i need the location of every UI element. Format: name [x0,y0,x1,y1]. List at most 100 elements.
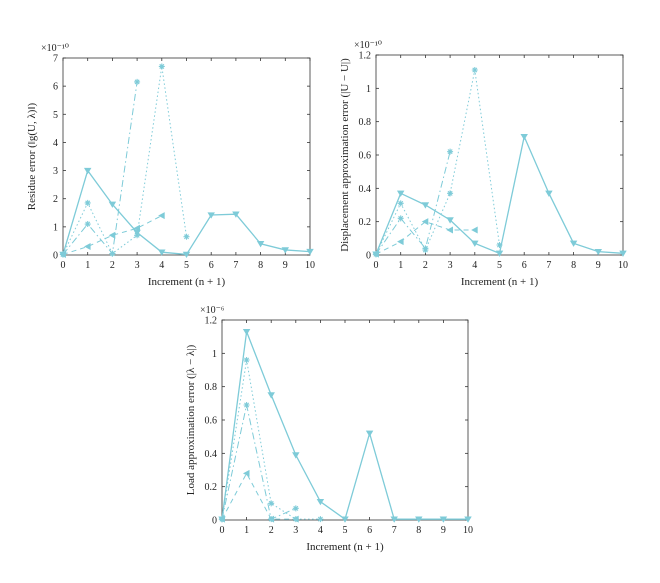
series-1-point [545,190,553,197]
x-tick-label: 3 [135,260,140,271]
x-tick-label: 4 [472,260,477,271]
series-4-point [59,250,66,258]
series-3-point [134,78,141,85]
x-tick-label: 6 [367,525,372,536]
x-tick-label: 7 [233,260,238,271]
x-axis-label: Increment (n + 1) [306,541,384,553]
series-2-point [447,190,454,197]
y-tick-label: 1.2 [359,51,372,62]
series-1-point [292,452,300,459]
series-2-line [375,69,500,255]
series-2-point [317,516,324,523]
series-4-line [221,472,296,520]
x-tick-label: 9 [596,260,601,271]
series-1-point [446,217,454,224]
series-3-line [375,151,451,255]
series-4-point [218,515,225,523]
y-tick-label: 0 [212,516,217,527]
y-tick-label: 0.6 [359,151,372,162]
x-tick-label: 8 [416,525,421,536]
series-4-point [84,243,91,251]
x-tick-label: 2 [423,260,428,271]
series-1-point [306,248,314,256]
x-tick-label: 1 [244,525,249,536]
y-exponent-label: ×10⁻¹⁰ [41,43,69,54]
series-3-dashdot [60,78,141,258]
series-1-point [182,251,191,259]
series-4-point [372,250,379,258]
x-tick-label: 9 [441,525,446,536]
x-tick-label: 1 [85,260,90,271]
y-axis-label: Residue error (‖g(U, λ)‖) [26,102,38,210]
y-tick-label: 0.4 [359,184,372,195]
x-tick-label: 10 [618,260,628,271]
series-3-point [422,245,429,252]
y-tick-label: 0 [53,251,58,262]
y-axis-label: Displacement approximation error (|U − U… [339,58,351,252]
series-1-point [421,202,430,209]
series-1-point [316,498,325,506]
series-1-point [520,133,528,141]
series-4-point [471,226,478,234]
series-1-point [232,211,240,218]
series-2-dotted [60,63,190,258]
series-2-dotted [219,357,324,523]
y-tick-label: 0 [366,251,371,262]
series-3-line [62,81,138,255]
x-tick-label: 3 [293,525,298,536]
y-exponent-label: ×10⁻¹⁰ [354,40,382,51]
y-tick-label: 5 [53,110,58,121]
series-4-point [158,212,165,220]
series-4-point [267,515,275,523]
series-1-point [390,516,398,523]
series-2-point [84,199,91,206]
series-4-point [108,231,116,239]
y-tick-label: 0.8 [205,382,218,393]
x-axis-label: Increment (n + 1) [148,276,226,288]
series-1-point [281,247,290,254]
x-tick-label: 4 [318,525,323,536]
y-tick-label: 0.4 [205,449,218,460]
y-tick-label: 1 [366,84,371,95]
plot-frame [62,57,311,256]
series-2-point [158,63,165,70]
y-tick-label: 1 [53,222,58,233]
y-tick-label: 7 [53,54,58,65]
plot-frame [221,319,469,521]
series-4-dashed [59,212,165,258]
series-1-point [158,249,166,256]
y-tick-label: 1 [212,349,217,360]
y-exponent-label: ×10⁻⁶ [200,305,225,316]
x-tick-label: 3 [448,260,453,271]
series-1-point [242,328,251,336]
x-tick-label: 9 [283,260,288,271]
x-tick-label: 6 [522,260,527,271]
x-tick-label: 2 [269,525,274,536]
series-2-point [268,500,275,507]
series-3-point [243,402,250,408]
plot-frame [375,54,624,256]
x-tick-label: 10 [305,260,315,271]
y-tick-label: 0.6 [205,416,218,427]
series-2-point [243,357,250,363]
series-1-point [415,516,423,523]
x-tick-label: 7 [392,525,397,536]
series-4-dashed [372,218,478,258]
x-tick-label: 5 [497,260,502,271]
y-tick-label: 0.2 [359,217,372,228]
series-4-point [242,469,250,477]
series-1-point [207,212,215,219]
series-1-point [619,250,627,257]
y-axis-label: Load approximation error (|λ − λ|) [185,344,197,495]
series-1-point [256,241,265,248]
series-1-point [108,201,117,208]
x-tick-label: 5 [343,525,348,536]
y-tick-label: 4 [53,138,58,149]
x-tick-label: 8 [258,260,263,271]
series-2-point [134,232,141,239]
series-2-line [62,66,187,255]
series-3-dashdot [373,148,454,258]
series-2-point [397,200,404,207]
series-4-point [133,224,140,232]
